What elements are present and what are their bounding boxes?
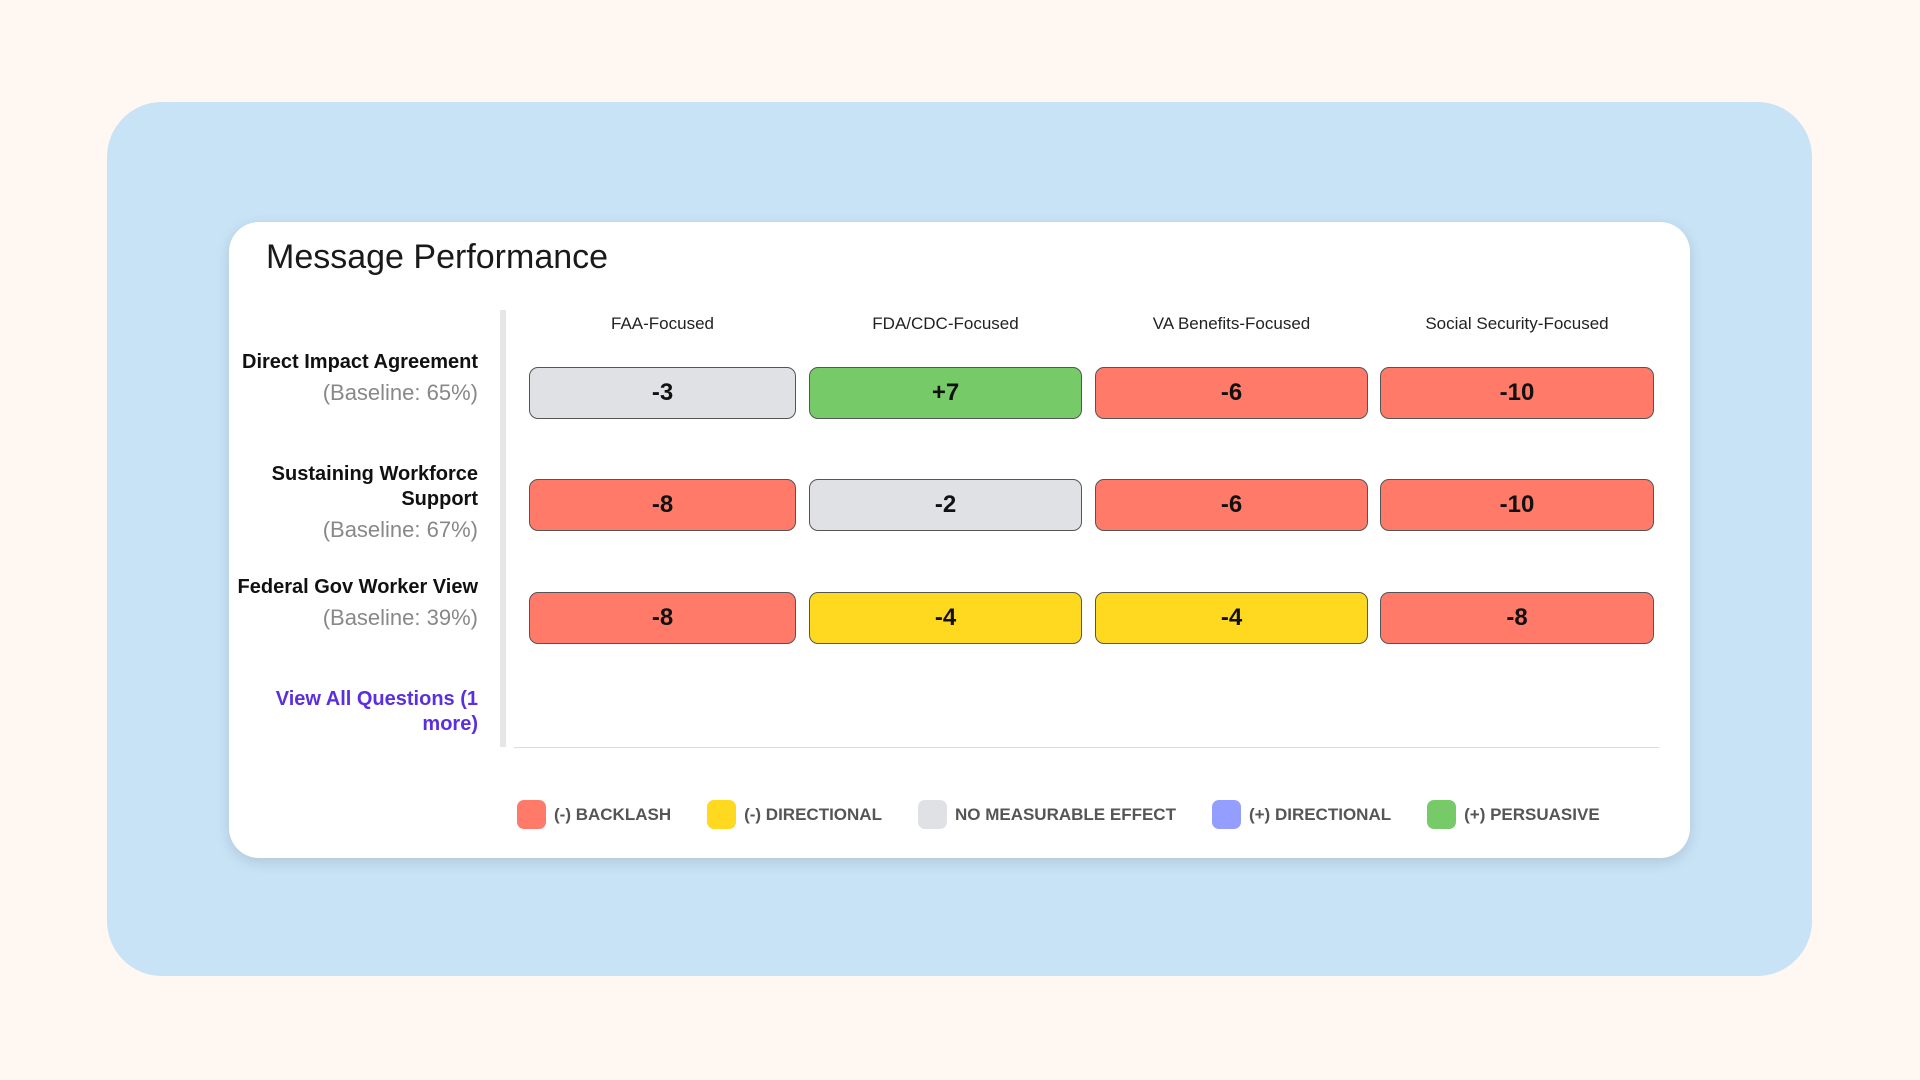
score-cell[interactable]: +7 — [809, 367, 1082, 419]
score-cell[interactable]: -3 — [529, 367, 796, 419]
legend-swatch — [707, 800, 737, 829]
score-cell[interactable]: -8 — [1380, 592, 1654, 644]
legend-label: (+) DIRECTIONAL — [1248, 804, 1392, 824]
score-cell[interactable]: -6 — [1095, 367, 1368, 419]
legend-label: (+) PERSUASIVE — [1464, 804, 1600, 824]
legend-swatch — [517, 800, 546, 829]
score-cell[interactable]: -4 — [1095, 592, 1368, 644]
question-name: Federal Gov Worker View — [237, 576, 478, 598]
question-name: Sustaining Workforce Support — [271, 463, 478, 510]
question-name: Direct Impact Agreement — [242, 351, 478, 373]
legend-swatch — [1427, 800, 1457, 829]
score-cell[interactable]: -4 — [809, 592, 1082, 644]
legend-item: (+) PERSUASIVE — [1427, 800, 1600, 829]
row-label: Federal Gov Worker View (Baseline: 39%) — [229, 575, 478, 634]
score-cell[interactable]: -10 — [1380, 479, 1654, 531]
legend-item: (+) DIRECTIONAL — [1211, 800, 1392, 829]
column-header: FDA/CDC-Focused — [872, 314, 1019, 333]
baseline-value: (Baseline: 65%) — [322, 380, 478, 405]
score-cell[interactable]: -8 — [529, 479, 796, 531]
legend-item: (-) DIRECTIONAL — [707, 800, 882, 829]
legend-label: (-) BACKLASH — [554, 804, 672, 824]
message-performance-card: Message Performance View All Questions (… — [229, 222, 1690, 858]
vertical-divider — [500, 310, 506, 747]
card-title: Message Performance — [266, 238, 609, 276]
baseline-value: (Baseline: 67%) — [322, 517, 478, 542]
legend-swatch — [917, 800, 947, 829]
legend-item: (-) BACKLASH — [517, 800, 671, 829]
baseline-value: (Baseline: 39%) — [322, 605, 478, 630]
row-label: Sustaining Workforce Support (Baseline: 6… — [229, 462, 478, 546]
score-cell[interactable]: -2 — [809, 479, 1082, 531]
column-header: VA Benefits-Focused — [1152, 314, 1311, 333]
legend: (-) BACKLASH (-) DIRECTIONAL NO MEASURABLE… — [517, 800, 1600, 829]
score-cell[interactable]: -10 — [1380, 367, 1654, 419]
legend-label: NO MEASURABLE EFFECT — [954, 804, 1176, 824]
horizontal-divider — [514, 747, 1659, 748]
legend-item: NO MEASURABLE EFFECT — [917, 800, 1176, 829]
view-all-questions-link[interactable]: View All Questions (1 more) — [275, 688, 478, 735]
legend-label: (-) DIRECTIONAL — [744, 804, 882, 824]
column-header: Social Security-Focused — [1425, 314, 1609, 333]
row-label: Direct Impact Agreement (Baseline: 65%) — [229, 350, 478, 409]
legend-swatch — [1211, 800, 1241, 829]
column-header: FAA-Focused — [611, 314, 714, 333]
score-cell[interactable]: -6 — [1095, 479, 1368, 531]
score-cell[interactable]: -8 — [529, 592, 796, 644]
